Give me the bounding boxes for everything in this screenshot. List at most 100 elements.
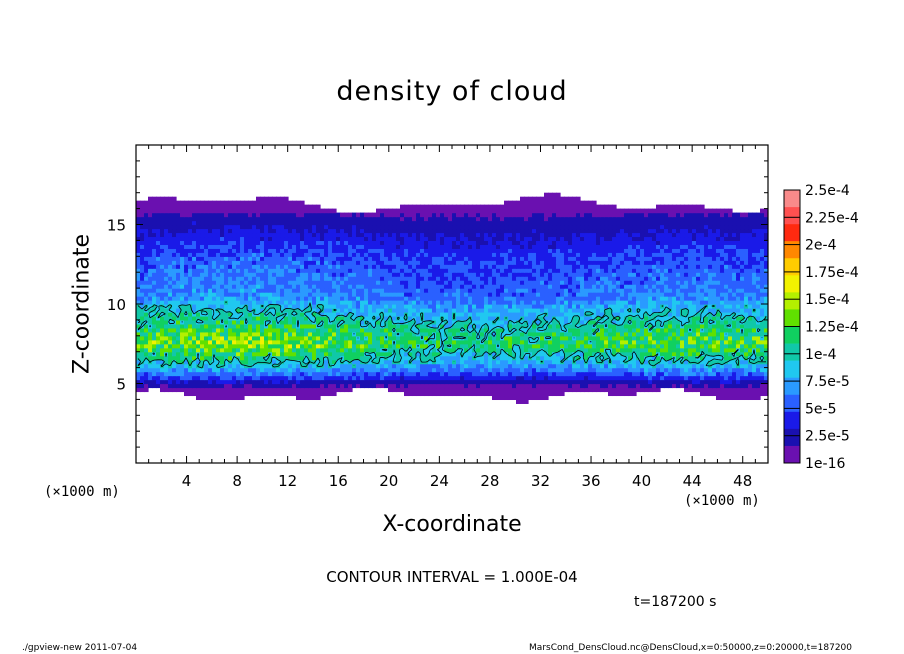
field-cell <box>468 343 473 349</box>
field-cell <box>548 315 553 321</box>
field-cell <box>740 391 745 397</box>
field-cell <box>404 268 409 273</box>
field-cell <box>712 367 717 373</box>
field-cell <box>264 367 269 373</box>
field-cell <box>248 300 253 305</box>
field-cell <box>332 347 337 353</box>
field-cell <box>444 347 449 353</box>
field-cell <box>520 375 525 381</box>
field-cell <box>284 379 289 385</box>
field-cell <box>540 391 545 397</box>
field-cell <box>316 319 321 325</box>
field-cell <box>468 375 473 381</box>
field-cell <box>280 296 285 301</box>
field-cell <box>344 363 349 369</box>
field-cell <box>312 379 317 385</box>
field-cell <box>340 363 345 369</box>
field-cell <box>424 379 429 385</box>
field-cell <box>544 355 549 361</box>
field-cell <box>600 296 605 301</box>
field-cell <box>280 284 285 289</box>
field-cell <box>728 335 733 341</box>
field-cell <box>400 272 405 277</box>
field-cell <box>228 395 233 401</box>
field-cell <box>468 304 473 309</box>
field-cell <box>444 327 449 333</box>
field-cell <box>608 323 613 329</box>
field-cell <box>728 276 733 281</box>
field-cell <box>228 339 233 345</box>
field-cell <box>480 383 485 389</box>
field-cell <box>488 307 493 313</box>
field-cell <box>180 363 185 369</box>
field-cell <box>548 323 553 329</box>
field-cell <box>672 375 677 381</box>
field-cell <box>268 379 273 385</box>
field-cell <box>556 335 561 341</box>
field-cell <box>264 296 269 301</box>
field-cell <box>632 276 637 281</box>
field-cell <box>444 383 449 389</box>
field-cell <box>704 319 709 325</box>
field-cell <box>308 375 313 381</box>
field-cell <box>272 363 277 369</box>
field-cell <box>464 379 469 385</box>
field-cell <box>760 284 765 289</box>
field-cell <box>684 351 689 357</box>
field-cell <box>352 268 357 273</box>
field-cell <box>340 339 345 345</box>
field-cell <box>472 292 477 297</box>
field-cell <box>532 327 537 333</box>
field-cell <box>320 379 325 385</box>
field-cell <box>620 276 625 281</box>
field-cell <box>260 268 265 273</box>
field-cell <box>636 315 641 321</box>
field-cell <box>268 367 273 373</box>
field-cell <box>240 375 245 381</box>
field-cell <box>484 304 489 309</box>
field-cell <box>532 371 537 377</box>
field-cell <box>312 272 317 277</box>
field-cell <box>352 300 357 305</box>
field-cell <box>168 288 173 293</box>
field-cell <box>272 327 277 333</box>
field-cell <box>524 399 529 404</box>
field-cell <box>272 284 277 289</box>
field-cell <box>276 327 281 333</box>
field-cell <box>556 284 561 289</box>
field-cell <box>288 351 293 357</box>
field-cell <box>272 276 277 281</box>
field-cell <box>500 268 505 273</box>
field-cell <box>712 339 717 345</box>
field-cell <box>540 268 545 273</box>
field-cell <box>340 343 345 349</box>
field-cell <box>596 351 601 357</box>
field-cell <box>404 351 409 357</box>
field-cell <box>504 375 509 381</box>
field-cell <box>696 351 701 357</box>
field-cell <box>336 315 341 321</box>
field-cell <box>280 331 285 337</box>
field-cell <box>424 367 429 373</box>
field-cell <box>316 311 321 317</box>
field-cell <box>364 351 369 357</box>
field-cell <box>440 323 445 329</box>
field-cell <box>676 311 681 317</box>
field-cell <box>364 339 369 345</box>
field-cell <box>444 343 449 349</box>
field-cell <box>676 363 681 369</box>
field-cell <box>612 304 617 309</box>
field-cell <box>280 383 285 389</box>
field-cell <box>292 300 297 305</box>
field-cell <box>148 268 153 273</box>
field-cell <box>320 292 325 297</box>
field-cell <box>460 319 465 325</box>
field-cell <box>236 304 241 309</box>
field-cell <box>556 383 561 389</box>
field-cell <box>532 355 537 361</box>
field-cell <box>392 363 397 369</box>
field-cell <box>660 327 665 333</box>
field-cell <box>296 331 301 337</box>
field-cell <box>272 371 277 377</box>
field-cell <box>416 387 421 393</box>
